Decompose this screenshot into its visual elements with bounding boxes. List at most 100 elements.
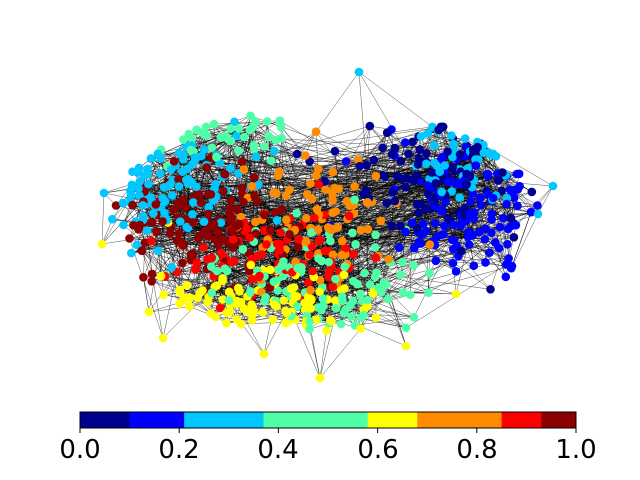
graph-node <box>286 284 296 293</box>
graph-node <box>199 217 209 226</box>
graph-node <box>346 301 355 310</box>
graph-node <box>153 149 162 159</box>
graph-node <box>167 263 176 272</box>
graph-node <box>225 216 235 225</box>
graph-node <box>285 185 294 194</box>
graph-node <box>273 286 283 295</box>
graph-node <box>282 215 291 225</box>
graph-node <box>233 283 243 293</box>
graph-node <box>220 169 229 179</box>
graph-node <box>363 301 372 311</box>
colorbar-segments <box>80 412 577 428</box>
graph-node <box>324 268 334 278</box>
graph-node <box>196 198 206 208</box>
graph-node <box>267 156 276 165</box>
graph-node <box>260 297 269 306</box>
graph-node <box>485 248 494 257</box>
graph-node <box>387 150 397 159</box>
graph-node <box>443 213 452 223</box>
graph-node <box>125 234 134 243</box>
graph-node <box>383 294 393 304</box>
graph-node <box>160 208 169 218</box>
graph-node <box>512 169 522 179</box>
graph-node <box>336 319 346 329</box>
graph-node <box>451 289 461 299</box>
graph-node <box>349 249 358 259</box>
graph-node <box>466 208 475 218</box>
graph-node <box>371 253 381 262</box>
graph-node <box>293 264 303 273</box>
graph-node <box>295 235 304 244</box>
graph-node <box>460 134 470 143</box>
graph-node <box>513 184 523 194</box>
colorbar-segment <box>184 412 265 428</box>
graph-node <box>341 157 351 166</box>
graph-node <box>315 276 325 285</box>
graph-node <box>414 153 424 163</box>
graph-node <box>382 128 392 137</box>
graph-node <box>371 230 380 240</box>
graph-node <box>381 280 391 289</box>
graph-node <box>167 191 177 200</box>
graph-node <box>425 268 434 278</box>
colorbar-segment <box>263 412 369 428</box>
colorbar-frame <box>79 411 577 429</box>
graph-node <box>225 209 234 219</box>
graph-node <box>509 193 519 202</box>
graph-node <box>353 279 362 289</box>
graph-node <box>421 159 431 169</box>
graph-node <box>156 271 166 281</box>
graph-node <box>207 288 216 298</box>
graph-node <box>307 228 316 237</box>
graph-node <box>139 273 148 282</box>
nodes-layer <box>97 67 558 383</box>
graph-node <box>320 246 330 256</box>
graph-node <box>129 221 138 230</box>
graph-node <box>481 258 490 267</box>
graph-node <box>245 125 255 135</box>
graph-node <box>323 223 333 232</box>
colorbar-tick-label-5: 1.0 <box>555 435 596 465</box>
graph-node <box>441 197 450 207</box>
graph-node <box>533 209 543 219</box>
graph-node <box>182 281 192 290</box>
graph-node <box>275 116 285 125</box>
graph-node <box>348 228 357 238</box>
graph-node <box>128 167 137 176</box>
graph-node <box>447 187 457 196</box>
graph-node <box>189 198 198 207</box>
graph-node <box>209 219 219 229</box>
graph-node <box>390 196 400 206</box>
graph-node <box>265 132 274 142</box>
graph-node <box>328 282 338 292</box>
graph-node <box>487 209 497 219</box>
graph-node <box>199 243 208 252</box>
colorbar: 0.0 0.2 0.4 0.6 0.8 1.0 <box>59 411 597 465</box>
graph-node <box>416 239 425 248</box>
graph-node <box>169 157 179 166</box>
graph-node <box>407 218 417 227</box>
graph-node <box>497 186 507 196</box>
graph-node <box>251 217 260 227</box>
graph-node <box>292 209 302 218</box>
graph-node <box>118 198 128 208</box>
graph-node <box>302 214 311 223</box>
graph-node <box>212 227 221 236</box>
graph-node <box>315 373 325 383</box>
graph-node <box>192 258 202 268</box>
graph-node <box>468 189 477 198</box>
graph-node <box>499 213 508 223</box>
colorbar-segment <box>129 412 185 428</box>
graph-node <box>468 145 478 155</box>
graph-node <box>511 220 521 230</box>
graph-node <box>147 236 156 246</box>
graph-node <box>147 277 156 286</box>
graph-node <box>306 285 315 295</box>
graph-node <box>359 310 369 320</box>
graph-node <box>502 199 511 209</box>
graph-node <box>174 175 183 184</box>
graph-node <box>448 152 457 162</box>
graph-node <box>174 148 184 158</box>
graph-node <box>340 284 349 293</box>
graph-node <box>179 241 188 250</box>
